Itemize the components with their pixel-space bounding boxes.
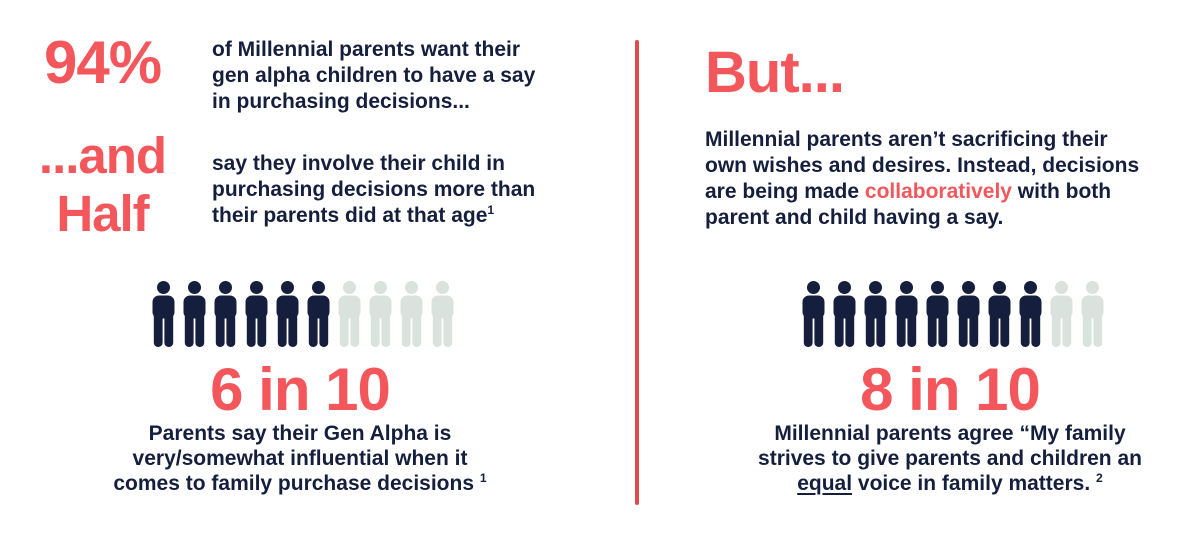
- paragraph-highlight: collaboratively: [864, 180, 1012, 203]
- stat-94-description: of Millennial parents want their gen alp…: [212, 38, 536, 113]
- person-icon: [400, 281, 423, 347]
- underlined-word: equal: [797, 472, 853, 495]
- person-icon: [431, 281, 454, 347]
- person-icon: [338, 281, 361, 347]
- stat-94-value: 94%: [44, 29, 162, 96]
- caption-left: Parents say their Gen Alpha is very/some…: [55, 421, 545, 496]
- footnote-superscript: 2: [1096, 471, 1103, 485]
- stat-half-description: say they involve their child in purchasi…: [212, 151, 602, 229]
- ratio-label-left: 6 in 10: [210, 356, 391, 423]
- but-heading: But...: [705, 40, 845, 105]
- person-icon: [802, 281, 825, 347]
- person-icon: [864, 281, 887, 347]
- stat-half-description-text: say they involve their child in purchasi…: [212, 152, 536, 227]
- caption-left-text: Parents say their Gen Alpha is very/some…: [113, 422, 475, 495]
- person-icon: [1019, 281, 1042, 347]
- person-icon: [276, 281, 299, 347]
- collaboration-paragraph: Millennial parents aren’t sacrificing th…: [705, 127, 1165, 231]
- footnote-superscript: 1: [479, 471, 487, 485]
- divider-line: [635, 40, 639, 505]
- paragraph-after: with both parent and child having a say.: [705, 180, 1112, 229]
- person-icon: [1050, 281, 1073, 347]
- person-icon: [895, 281, 918, 347]
- person-icon: [307, 281, 330, 347]
- person-icon: [214, 281, 237, 347]
- person-icon: [957, 281, 980, 347]
- caption-right-before: Millennial parents agree “My family stri…: [758, 422, 1142, 470]
- person-icon: [245, 281, 268, 347]
- person-icon: [369, 281, 392, 347]
- pictograph-left: [150, 281, 456, 347]
- person-icon: [1081, 281, 1104, 347]
- footnote-superscript: 1: [487, 203, 495, 217]
- caption-right-after: voice in family matters.: [852, 472, 1096, 495]
- person-icon: [183, 281, 206, 347]
- caption-right: Millennial parents agree “My family stri…: [710, 421, 1190, 496]
- person-icon: [833, 281, 856, 347]
- person-icon: [988, 281, 1011, 347]
- person-icon: [152, 281, 175, 347]
- ratio-label-right: 8 in 10: [860, 356, 1041, 423]
- pictograph-right: [800, 281, 1106, 347]
- person-icon: [926, 281, 949, 347]
- paragraph-before: Millennial parents aren’t sacrificing th…: [705, 128, 1140, 203]
- stat-half-value: ...and Half: [38, 127, 167, 242]
